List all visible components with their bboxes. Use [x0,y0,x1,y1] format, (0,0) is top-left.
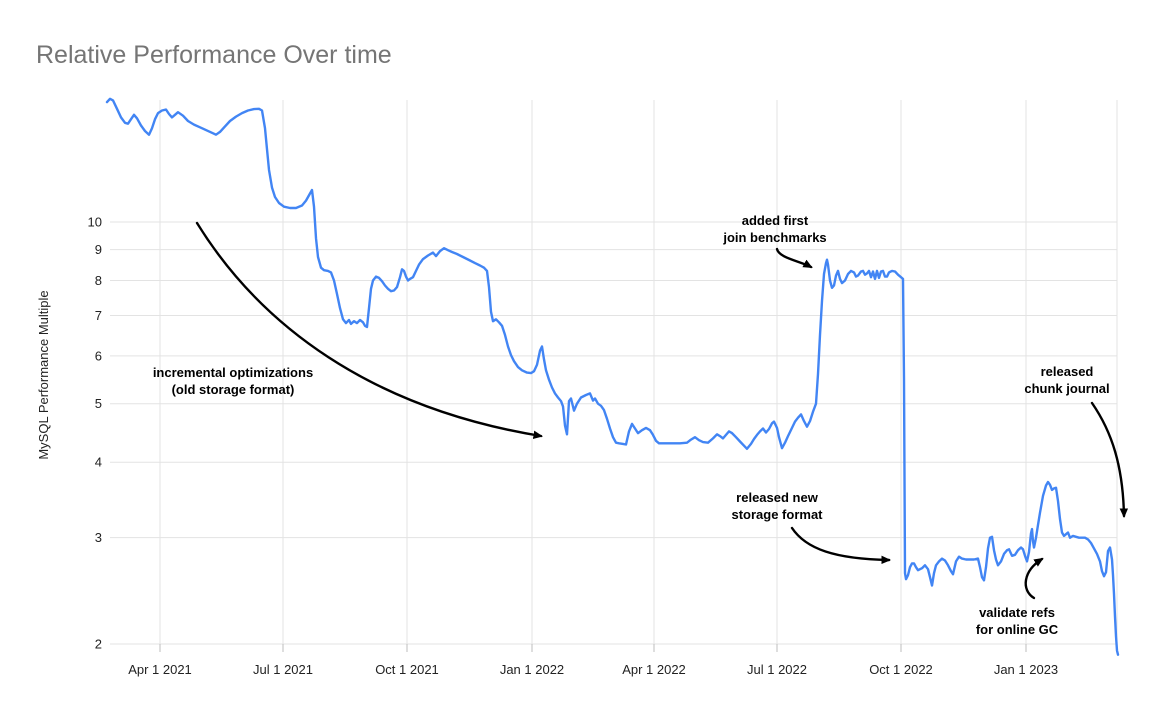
annotation-label-added-first-join-benchmarks: added first [742,213,809,228]
x-tick-label: Jan 1 2022 [500,662,564,677]
y-tick-label: 6 [95,348,102,363]
x-tick-label: Oct 1 2021 [375,662,439,677]
annotation-arrow-released-new-storage-format [790,526,892,565]
annotation-texts: incremental optimizations (old storage fo… [153,213,1110,637]
annotation-label-released-chunk-journal: released [1041,364,1094,379]
performance-series-line [105,97,1120,656]
annotation-label-incremental-optimizations: incremental optimizations [153,365,313,380]
axis-ticks [159,643,1027,652]
x-tick-label: Apr 1 2021 [128,662,192,677]
y-tick-label: 3 [95,530,102,545]
y-tick-label: 2 [95,636,102,651]
annotation-label-released-chunk-journal: chunk journal [1024,381,1109,396]
y-tick-label: 9 [95,242,102,257]
annotation-label-added-first-join-benchmarks: join benchmarks [722,230,826,245]
annotation-label-released-new-storage-format: storage format [731,507,823,522]
x-tick-label: Jul 1 2021 [253,662,313,677]
annotation-arrows [195,221,1129,600]
chart-title: Relative Performance Over time [36,41,392,69]
y-axis-title: MySQL Performance Multiple [36,290,51,459]
x-tick-label: Jul 1 2022 [747,662,807,677]
annotation-label-validate-refs-for-online-gc: validate refs [979,605,1055,620]
y-tick-label: 4 [95,455,102,470]
y-tick-label: 5 [95,396,102,411]
annotation-arrow-incremental-optimizations [195,221,543,439]
y-tick-label: 8 [95,273,102,288]
y-tick-label: 10 [88,215,102,230]
annotation-arrow-added-first-join-benchmarks [775,247,813,269]
annotation-label-released-new-storage-format: released new [736,490,819,505]
annotation-label-validate-refs-for-online-gc: for online GC [976,622,1059,637]
axis-labels: 10 9 8 7 6 5 4 3 2 Apr 1 2021 Jul 1 2021 Oct 1 2021… [88,215,1059,678]
y-tick-label: 7 [95,308,102,323]
annotation-label-incremental-optimizations: (old storage format) [172,382,295,397]
annotation-arrow-validate-refs-for-online-gc [1024,557,1044,600]
series-line-layer [105,97,1120,656]
x-tick-label: Jan 1 2023 [994,662,1058,677]
x-tick-label: Apr 1 2022 [622,662,686,677]
annotation-arrow-released-chunk-journal [1090,401,1129,519]
x-tick-label: Oct 1 2022 [869,662,933,677]
